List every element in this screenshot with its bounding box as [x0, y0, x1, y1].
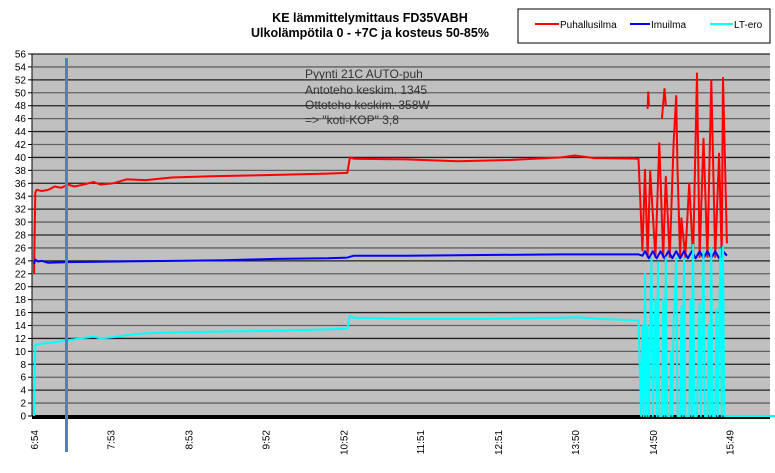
y-tick-label: 54: [15, 62, 27, 73]
chart-title: KE lämmittelymittaus FD35VABH: [272, 11, 468, 25]
y-tick-label: 16: [15, 308, 27, 319]
y-tick-label: 8: [20, 360, 26, 371]
annotation-line: Antoteho keskim. 1345: [305, 83, 427, 97]
series-line-puhallusilma-segment: [660, 88, 667, 119]
series-line-imuilma: [33, 250, 728, 265]
x-tick-label: 9:52: [261, 430, 272, 450]
y-tick-label: 6: [20, 373, 26, 384]
legend-label: LT-ero: [734, 20, 763, 31]
x-tick-label: 7:53: [107, 430, 118, 450]
legend-label: Puhallusilma: [560, 20, 617, 31]
y-tick-label: 24: [15, 256, 27, 267]
legend-box: [517, 8, 771, 44]
y-tick-label: 52: [15, 75, 27, 86]
x-tick-label: 15:49: [726, 430, 737, 455]
y-tick-label: 28: [15, 231, 27, 242]
y-tick-label: 2: [20, 399, 26, 410]
y-tick-label: 18: [15, 295, 27, 306]
y-tick-label: 42: [15, 140, 27, 151]
y-tick-label: 30: [15, 218, 27, 229]
y-tick-label: 26: [15, 243, 27, 254]
y-tick-label: 36: [15, 179, 27, 190]
annotation-line: Pyynti 21C AUTO-puh: [305, 67, 423, 81]
y-tick-label: 50: [15, 88, 27, 99]
x-tick-label: 12:51: [494, 430, 505, 455]
y-tick-label: 14: [15, 321, 27, 332]
y-tick-label: 0: [20, 412, 26, 423]
y-tick-label: 46: [15, 114, 27, 125]
series-line-puhallusilma: [33, 72, 728, 274]
x-tick-label: 11:51: [416, 430, 427, 455]
series-line-puhallusilma-segment: [646, 91, 650, 109]
x-tick-label: 6:54: [30, 430, 41, 450]
y-tick-label: 4: [20, 386, 26, 397]
series-line-lt-ero: [33, 243, 775, 417]
y-tick-label: 20: [15, 282, 27, 293]
y-tick-label: 44: [15, 127, 27, 138]
y-tick-label: 32: [15, 205, 27, 216]
y-tick-label: 22: [15, 269, 27, 280]
annotation-line: Ottoteho keskim. 358W: [305, 98, 430, 112]
y-tick-label: 12: [15, 334, 27, 345]
chart-subtitle: Ulkolämpötila 0 - +7C ja kosteus 50-85%: [251, 26, 489, 40]
x-tick-label: 14:50: [649, 430, 660, 455]
y-tick-label: 10: [15, 347, 27, 358]
y-tick-label: 38: [15, 166, 27, 177]
y-tick-label: 48: [15, 101, 27, 112]
y-tick-label: 56: [15, 50, 27, 61]
annotation-line: => "koti-KOP" 3,8: [305, 113, 399, 127]
y-tick-label: 40: [15, 153, 27, 164]
x-tick-label: 13:50: [571, 430, 582, 455]
legend-label: Imuilma: [651, 20, 686, 31]
y-tick-label: 34: [15, 192, 27, 203]
legend: Puhallusilma Imuilma LT-ero: [517, 8, 771, 44]
x-tick-label: 8:53: [185, 430, 196, 450]
x-tick-label: 10:52: [339, 430, 350, 455]
